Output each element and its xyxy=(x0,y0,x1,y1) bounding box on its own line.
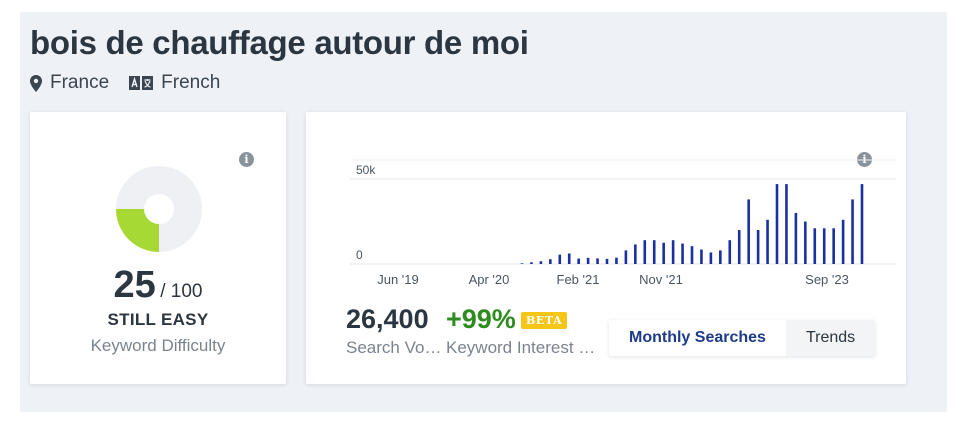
x-tick-label: Jun '19 xyxy=(377,272,419,287)
volume-bar xyxy=(586,257,590,264)
difficulty-rating: STILL EASY xyxy=(107,310,209,329)
difficulty-gauge xyxy=(116,166,202,252)
volume-bar xyxy=(662,242,665,264)
language-label: French xyxy=(161,72,221,93)
keyword-difficulty-card: i 25 / 100 STILL EASY Keyword Difficulty xyxy=(30,112,286,384)
volume-bar xyxy=(766,219,769,264)
volume-bar xyxy=(530,262,533,264)
beta-badge: BETA xyxy=(521,312,568,329)
difficulty-score-max: / 100 xyxy=(160,281,203,302)
monthly-searches-chart: 50k 0 Jun '19 Apr '20 Feb '21 Nov '21 Sep '23 xyxy=(350,159,896,287)
volume-bar xyxy=(549,259,552,264)
location-selector[interactable]: France xyxy=(30,72,109,94)
volume-bar xyxy=(643,240,647,264)
volume-bar xyxy=(605,258,609,264)
x-tick-label: Apr '20 xyxy=(469,272,510,287)
monthly-searches-button[interactable]: Monthly Searches xyxy=(609,320,786,356)
trends-button[interactable]: Trends xyxy=(805,329,856,346)
volume-bar xyxy=(737,230,741,264)
volume-bar xyxy=(719,250,722,264)
volume-bar xyxy=(709,252,713,264)
volume-bar xyxy=(671,240,675,264)
volume-bar xyxy=(624,250,628,264)
volume-bar xyxy=(832,228,835,264)
y-tick-label: 50k xyxy=(356,163,376,177)
volume-bar xyxy=(841,219,845,264)
volume-bar xyxy=(822,228,826,264)
x-tick-label: Nov '21 xyxy=(639,272,683,287)
gauge-fill xyxy=(116,209,159,252)
volume-bar xyxy=(794,213,798,264)
difficulty-label: Keyword Difficulty xyxy=(90,336,226,355)
keyword-interest-value: +99% xyxy=(446,304,516,334)
volume-bar xyxy=(577,258,580,264)
location-label: France xyxy=(50,72,110,93)
chart-view-toggle: Monthly Searches Trends xyxy=(609,320,876,356)
volume-bar xyxy=(747,199,750,264)
volume-bar xyxy=(681,243,684,264)
keyword-title: bois de chauffage autour de moi xyxy=(30,24,529,61)
search-volume-label: Search Vo… xyxy=(346,338,442,357)
volume-bar xyxy=(567,253,571,264)
volume-bar xyxy=(851,199,854,264)
volume-bar xyxy=(756,230,760,264)
volume-bar xyxy=(785,184,788,264)
volume-bar xyxy=(539,261,543,264)
volume-bar xyxy=(860,184,864,264)
volume-bar xyxy=(775,184,779,264)
volume-bar xyxy=(520,263,524,264)
map-pin-icon xyxy=(30,74,42,92)
volume-bar xyxy=(690,246,694,264)
x-tick-label: Feb '21 xyxy=(557,272,600,287)
search-volume-value: 26,400 xyxy=(346,304,429,334)
x-tick-label: Sep '23 xyxy=(805,272,849,287)
volume-bar xyxy=(652,240,656,264)
keyword-interest-label: Keyword Interest … xyxy=(446,338,596,357)
volume-bar xyxy=(558,254,562,264)
volume-bar xyxy=(634,244,637,264)
volume-bar xyxy=(813,228,817,264)
volume-bar xyxy=(700,249,703,264)
translate-icon xyxy=(129,76,154,90)
difficulty-score: 25 / 100 xyxy=(30,264,286,307)
volume-bar xyxy=(804,221,807,264)
keyword-meta: France French xyxy=(30,72,240,94)
difficulty-score-value: 25 xyxy=(113,264,156,306)
volume-bar xyxy=(615,257,618,264)
y-tick-label: 0 xyxy=(356,248,363,262)
language-selector[interactable]: French xyxy=(129,72,220,94)
volume-bar xyxy=(728,240,732,264)
volume-bar xyxy=(596,258,599,264)
info-icon[interactable]: i xyxy=(239,152,254,167)
